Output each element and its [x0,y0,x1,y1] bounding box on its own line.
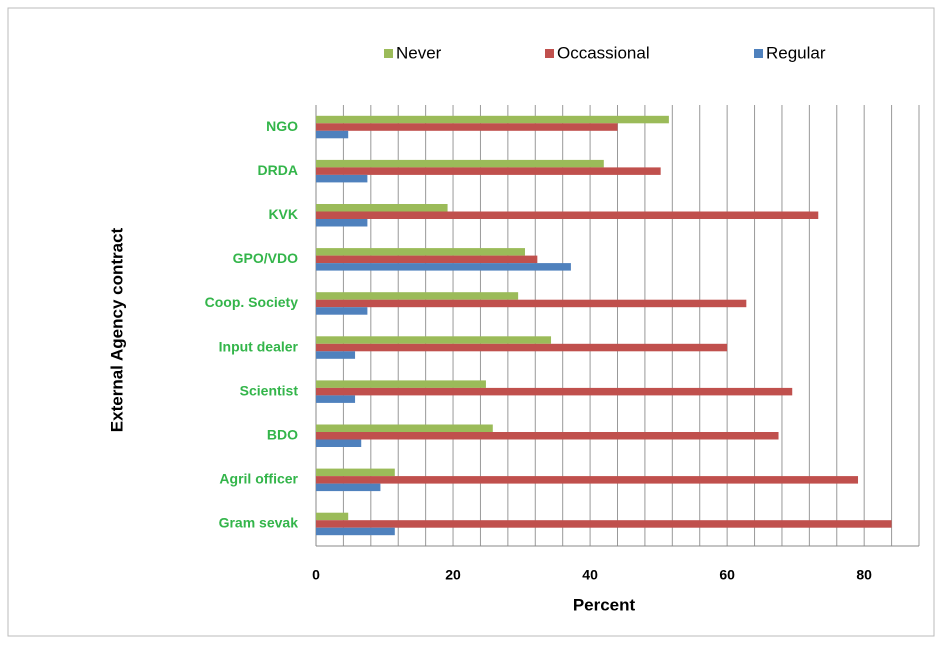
bar [316,130,349,139]
legend-label: Occassional [557,43,650,62]
legend-label: Regular [766,43,826,62]
y-axis-title: External Agency contract [107,227,126,432]
bar [316,123,618,131]
bar [316,167,661,175]
y-tick-label: Coop. Society [205,294,299,310]
chart-border [7,7,935,637]
bar [316,159,604,168]
bar [316,527,395,536]
legend-swatch [384,49,393,58]
bar [316,174,368,183]
y-tick-label: BDO [267,426,298,442]
bar [316,204,448,212]
y-tick-label: Gram sevak [219,515,299,531]
x-tick-label: 40 [582,567,598,583]
y-tick-label: GPO/VDO [233,250,298,266]
bar [316,483,381,492]
legend-swatch [545,49,554,58]
bar [316,468,395,477]
legend-swatch [754,49,763,58]
bar [316,424,493,432]
x-axis-title: Percent [573,595,636,614]
bar [316,115,669,124]
y-tick-label: Agril officer [219,471,298,487]
bar [316,263,571,271]
y-tick-label: Scientist [240,382,299,398]
bar [316,255,538,264]
y-tick-label: DRDA [258,162,298,178]
x-tick-label: 60 [719,567,735,583]
x-tick-label: 0 [312,567,320,583]
bar [316,387,793,396]
bar [316,248,525,256]
bar [316,432,779,440]
bar [316,476,859,484]
y-tick-label: KVK [268,206,298,222]
y-tick-label: NGO [266,118,298,134]
bar [316,380,486,388]
bar [316,520,892,528]
bar [316,299,747,308]
bar [316,336,552,344]
bar [316,211,819,219]
bar [316,439,362,447]
x-tick-label: 20 [445,567,461,583]
bar [316,292,519,300]
bar [316,343,728,352]
bar [316,219,368,227]
bar [316,512,349,521]
x-tick-label: 80 [856,567,872,583]
y-tick-label: Input dealer [219,338,299,354]
bar [316,351,356,359]
bar [316,395,356,403]
bar [316,307,368,315]
legend-label: Never [396,43,442,62]
